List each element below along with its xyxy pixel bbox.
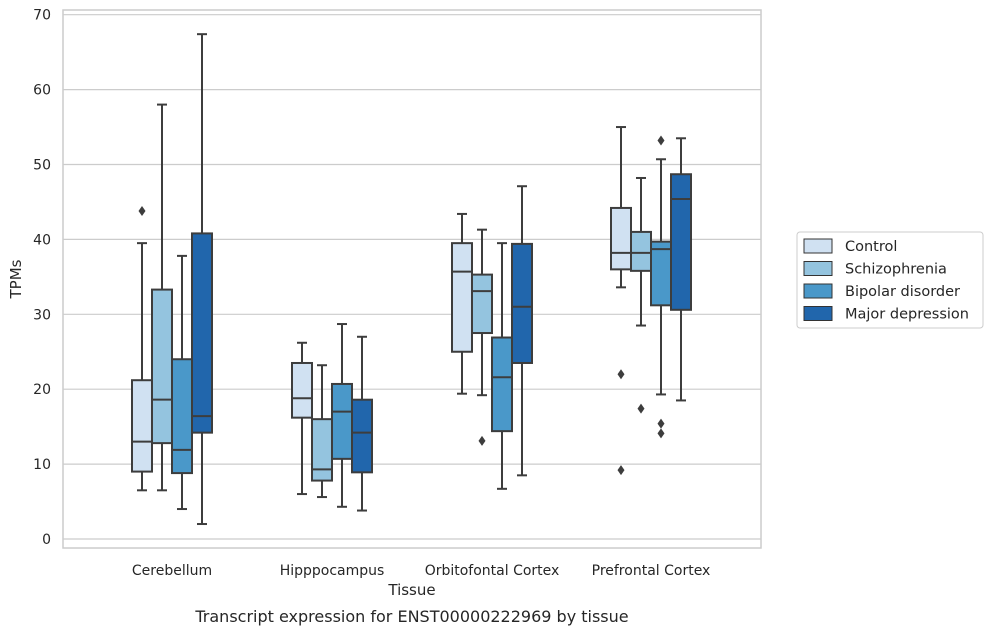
legend: Control Schizophrenia Bipolar disorder Majo… xyxy=(796,231,984,329)
box-iqr xyxy=(311,418,333,482)
chart-caption: Transcript expression for ENST0000022296… xyxy=(194,607,628,626)
legend-frame xyxy=(796,231,984,329)
outlier-point xyxy=(657,135,665,146)
y-tick-label: 50 xyxy=(33,158,51,174)
box-iqr xyxy=(471,273,493,335)
box-plots xyxy=(131,33,692,526)
legend-label: Schizophrenia xyxy=(845,262,947,278)
x-axis-label: Tissue xyxy=(387,581,435,599)
box-iqr xyxy=(331,382,353,460)
outlier-point xyxy=(478,435,486,446)
box-iqr xyxy=(151,288,173,445)
legend-swatch xyxy=(803,261,833,276)
box-iqr xyxy=(171,358,193,475)
x-tick-label: Cerebellum xyxy=(132,563,212,579)
box-iqr xyxy=(511,242,533,364)
box-major-depression xyxy=(511,185,533,477)
box-schizophrenia xyxy=(311,364,333,499)
box-major-depression xyxy=(670,137,692,402)
box-schizophrenia xyxy=(151,103,173,492)
box-iqr xyxy=(291,361,313,419)
box-major-depression xyxy=(351,335,373,512)
legend-swatch xyxy=(803,238,833,254)
box-iqr xyxy=(491,336,513,433)
y-tick-label: 20 xyxy=(33,382,51,398)
legend-label: Bipolar disorder xyxy=(845,284,960,300)
outlier-point xyxy=(617,369,625,380)
box-bipolar-disorder xyxy=(171,254,193,511)
box-iqr xyxy=(351,398,373,474)
y-tick-label: 40 xyxy=(33,232,51,248)
outlier-point xyxy=(617,465,625,476)
box-schizophrenia xyxy=(471,228,493,446)
box-major-depression xyxy=(191,33,213,526)
y-tick-label: 10 xyxy=(33,457,51,473)
y-tick-label: 60 xyxy=(33,83,51,99)
box-bipolar-disorder xyxy=(650,135,672,439)
outlier-point xyxy=(657,428,665,439)
box-iqr xyxy=(191,232,213,434)
y-axis-label: TPMs xyxy=(7,259,25,299)
box-iqr xyxy=(610,206,632,271)
legend-label: Major depression xyxy=(845,307,969,323)
outlier-point xyxy=(637,403,645,414)
box-schizophrenia xyxy=(630,176,652,414)
plot-frame xyxy=(62,9,762,549)
box-iqr xyxy=(451,242,473,353)
box-control xyxy=(610,126,632,476)
x-tick-labels: Cerebellum Hipppocampus Orbitofontal Corte… xyxy=(132,563,710,579)
box-iqr xyxy=(131,379,153,473)
box-control xyxy=(291,341,313,496)
outlier-point xyxy=(138,205,146,216)
x-tick-label: Prefrontal Cortex xyxy=(592,563,711,579)
legend-swatch xyxy=(803,306,833,321)
y-tick-label: 30 xyxy=(33,307,51,323)
box-control xyxy=(131,205,153,492)
legend-label: Control xyxy=(845,239,897,255)
x-tick-label: Orbitofontal Cortex xyxy=(425,563,560,579)
box-iqr xyxy=(630,230,652,272)
outlier-point xyxy=(657,418,665,429)
y-tick-label: 70 xyxy=(33,8,51,24)
legend-swatch xyxy=(803,283,833,299)
box-iqr xyxy=(670,173,692,311)
y-tick-label: 0 xyxy=(42,532,51,548)
box-iqr xyxy=(650,240,672,307)
box-bipolar-disorder xyxy=(491,242,513,490)
x-tick-label: Hipppocampus xyxy=(280,563,385,579)
y-tick-labels: 0 10 20 30 40 50 60 70 xyxy=(33,8,51,548)
box-bipolar-disorder xyxy=(331,323,353,508)
